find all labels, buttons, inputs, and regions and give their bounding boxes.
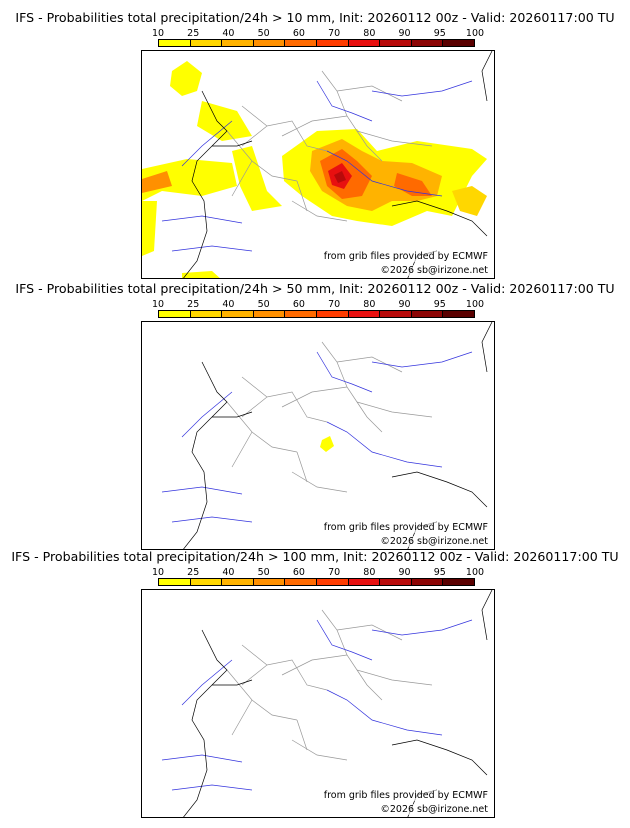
colorbar-tick-label: 80 [363, 28, 376, 39]
colorbar-segment [159, 40, 191, 46]
colorbar-tick-label: 80 [363, 567, 376, 578]
colorbar-segment [411, 579, 444, 585]
copyright-credit: ©2026 sb@irizone.net [380, 536, 488, 547]
precip-shading [320, 436, 334, 452]
colorbar-tick-label: 25 [187, 28, 200, 39]
colorbar-tick-label: 95 [433, 299, 446, 310]
colorbar-tick-label: 90 [398, 299, 411, 310]
colorbar-tick-label: 25 [187, 567, 200, 578]
colorbar-tick-label: 10 [151, 567, 165, 578]
colorbar-segment [190, 311, 223, 317]
map-10mm: from grib files provided by ECMWF ©2026 … [141, 50, 495, 279]
copyright-credit: ©2026 sb@irizone.net [380, 804, 488, 815]
colorbar-segment [380, 579, 412, 585]
colorbar-tick-label: 60 [292, 28, 305, 39]
colorbar-segment [380, 311, 412, 317]
colorbar-segment [348, 311, 381, 317]
colorbar [158, 39, 475, 47]
colorbar [158, 578, 475, 586]
source-credit: from grib files provided by ECMWF [323, 790, 488, 801]
colorbar-tick-label: 10 [151, 28, 165, 39]
colorbar-segment [348, 579, 381, 585]
precip-map [161, 590, 493, 817]
colorbar-segment [316, 579, 349, 585]
colorbar-ticks: 10 25 40 50 60 70 80 90 95 100 [152, 299, 484, 310]
precip-map [142, 51, 493, 278]
map-50mm: from grib files provided by ECMWF ©2026 … [141, 321, 495, 550]
source-credit: from grib files provided by ECMWF [323, 522, 488, 533]
source-credit: from grib files provided by ECMWF [323, 251, 488, 262]
colorbar-tick-label: 90 [398, 567, 411, 578]
panel-title: IFS - Probabilities total precipitation/… [15, 281, 615, 296]
colorbar-segment [316, 311, 349, 317]
colorbar-segment [222, 40, 254, 46]
copyright-credit: ©2026 sb@irizone.net [380, 265, 488, 276]
colorbar-tick-label: 70 [328, 567, 341, 578]
colorbar-tick-label: 10 [151, 299, 165, 310]
panel-title: IFS - Probabilities total precipitation/… [15, 10, 615, 25]
colorbar-segment [348, 40, 381, 46]
colorbar-segment [253, 311, 286, 317]
colorbar-segment [285, 579, 317, 585]
colorbar-tick-label: 95 [433, 567, 446, 578]
colorbar-tick-label: 50 [257, 299, 270, 310]
colorbar [158, 310, 475, 318]
colorbar-tick-label: 100 [465, 567, 485, 578]
colorbar-ticks: 10 25 40 50 60 70 80 90 95 100 [152, 28, 484, 39]
colorbar-segment [253, 579, 286, 585]
colorbar-tick-label: 70 [328, 28, 341, 39]
colorbar-tick-label: 40 [222, 299, 235, 310]
colorbar-segment [316, 40, 349, 46]
colorbar-segment [222, 579, 254, 585]
colorbar-segment [411, 311, 444, 317]
colorbar-segment [253, 40, 286, 46]
colorbar-segment [159, 311, 191, 317]
colorbar-ticks: 10 25 40 50 60 70 80 90 95 100 [152, 567, 484, 578]
colorbar-tick-label: 90 [398, 28, 411, 39]
colorbar-tick-label: 50 [257, 567, 270, 578]
colorbar-tick-label: 40 [222, 567, 235, 578]
colorbar-segment [190, 579, 223, 585]
colorbar-tick-label: 80 [363, 299, 376, 310]
colorbar-tick-label: 70 [328, 299, 341, 310]
panel-title: IFS - Probabilities total precipitation/… [11, 549, 619, 564]
colorbar-tick-label: 25 [187, 299, 200, 310]
precip-map [161, 322, 493, 549]
colorbar-tick-label: 40 [222, 28, 235, 39]
colorbar-segment [222, 311, 254, 317]
colorbar-segment [159, 579, 191, 585]
colorbar-segment [443, 579, 474, 585]
precip-shading [142, 61, 487, 278]
colorbar-tick-label: 95 [433, 28, 446, 39]
colorbar-tick-label: 50 [257, 28, 270, 39]
colorbar-tick-label: 60 [292, 567, 305, 578]
colorbar-tick-label: 60 [292, 299, 305, 310]
colorbar-segment [443, 311, 474, 317]
colorbar-segment [285, 311, 317, 317]
colorbar-tick-label: 100 [465, 28, 485, 39]
colorbar-segment [285, 40, 317, 46]
colorbar-tick-label: 100 [465, 299, 485, 310]
map-100mm: from grib files provided by ECMWF ©2026 … [141, 589, 495, 818]
colorbar-segment [380, 40, 412, 46]
colorbar-segment [411, 40, 444, 46]
colorbar-segment [190, 40, 223, 46]
colorbar-segment [443, 40, 474, 46]
